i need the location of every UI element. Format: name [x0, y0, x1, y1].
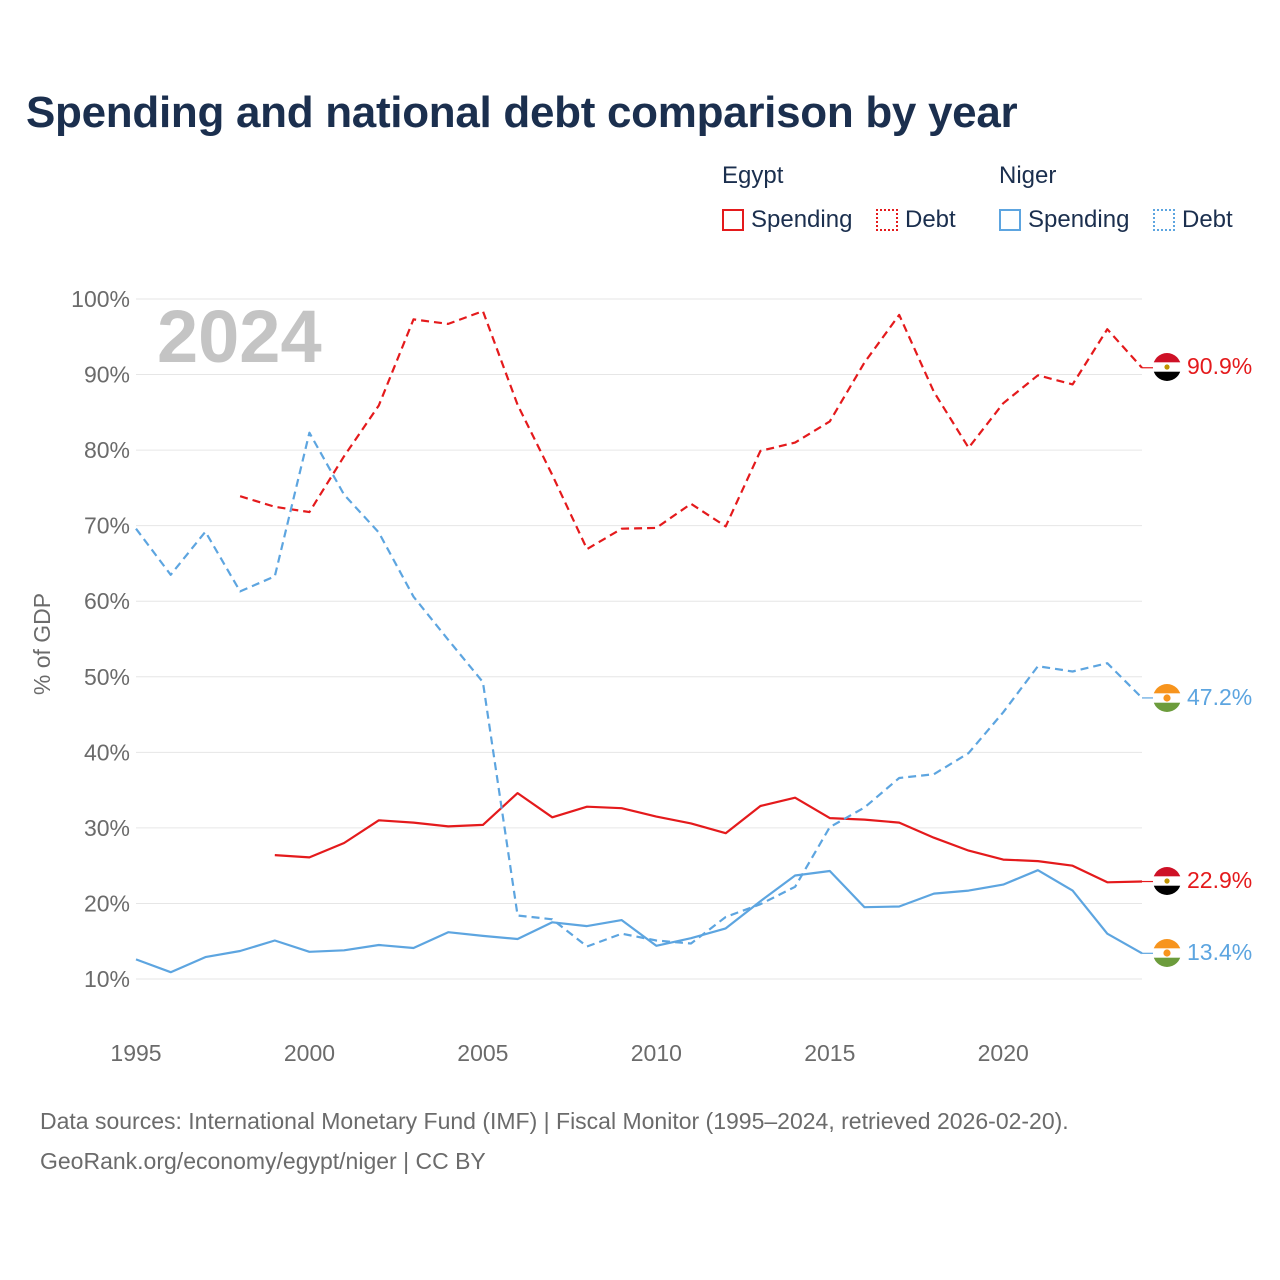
flag-egypt-icon: [1153, 867, 1181, 895]
y-tick-label: 80%: [84, 437, 130, 463]
end-label-egypt-spending: 22.9%: [1187, 867, 1252, 893]
flag-niger-icon: [1153, 939, 1181, 967]
legend-label-niger-debt: Debt: [1182, 206, 1233, 233]
y-tick-label: 50%: [84, 664, 130, 690]
end-label-egypt-debt: 90.9%: [1187, 353, 1252, 379]
x-tick-label: 2020: [978, 1040, 1029, 1066]
line-chart: 2024 10% 20% 30% 40% 50% 60% 70% 80% 90% 100% 1995…: [29, 286, 1252, 1066]
y-tick-label: 100%: [71, 286, 130, 312]
footer-sources: Data sources: International Monetary Fun…: [40, 1108, 1069, 1134]
x-tick-label: 2010: [631, 1040, 682, 1066]
series-layer: [135, 310, 1153, 974]
grid-layer: [136, 298, 1142, 980]
flag-egypt-icon: [1153, 353, 1181, 381]
footer-credit-link[interactable]: GeoRank.org/economy/egypt/niger | CC BY: [40, 1148, 486, 1174]
y-tick-label: 20%: [84, 890, 130, 916]
end-label-niger-debt: 47.2%: [1187, 684, 1252, 710]
series-line-egypt-debt: [239, 310, 1143, 551]
legend-swatch-niger-debt: [1153, 209, 1175, 231]
x-tick-label: 2000: [284, 1040, 335, 1066]
y-tick-label: 30%: [84, 815, 130, 841]
legend-label-niger-spending: Spending: [1028, 206, 1130, 233]
y-tick-label: 70%: [84, 513, 130, 539]
y-tick-label: 10%: [84, 966, 130, 992]
chart-title: Spending and national debt comparison by…: [26, 88, 1018, 137]
legend-label-egypt-spending: Spending: [751, 206, 853, 233]
x-tick-label: 1995: [110, 1040, 161, 1066]
x-tick-label: 2005: [457, 1040, 508, 1066]
y-tick-label: 90%: [84, 362, 130, 388]
footer-credit[interactable]: GeoRank.org/economy/egypt/niger | CC BY: [40, 1148, 486, 1175]
legend-egypt-debt[interactable]: Debt: [876, 204, 956, 236]
legend-swatch-niger-spending: [999, 209, 1021, 231]
axis-layer: 10% 20% 30% 40% 50% 60% 70% 80% 90% 100% 1995 2000 2…: [71, 286, 1029, 1066]
series-line-niger-spending: [135, 869, 1143, 974]
y-tick-label: 40%: [84, 739, 130, 765]
legend-group-niger: Niger: [999, 162, 1057, 189]
end-label-niger-spending: 13.4%: [1187, 939, 1252, 965]
legend-group-egypt: Egypt: [722, 162, 784, 189]
x-tick-label: 2015: [804, 1040, 855, 1066]
series-line-egypt-spending: [274, 791, 1143, 884]
flag-niger-icon: [1153, 684, 1181, 712]
legend-niger-spending[interactable]: Spending: [999, 204, 1129, 236]
legend-niger-debt[interactable]: Debt: [1153, 204, 1233, 236]
year-watermark: 2024: [157, 295, 322, 378]
series-line-niger-debt: [135, 431, 1143, 948]
legend-swatch-egypt-spending: [722, 209, 744, 231]
y-axis-label: % of GDP: [29, 593, 55, 695]
legend-egypt-spending[interactable]: Spending: [722, 204, 852, 236]
legend-label-egypt-debt: Debt: [905, 206, 956, 233]
legend-swatch-egypt-debt: [876, 209, 898, 231]
y-tick-label: 60%: [84, 588, 130, 614]
